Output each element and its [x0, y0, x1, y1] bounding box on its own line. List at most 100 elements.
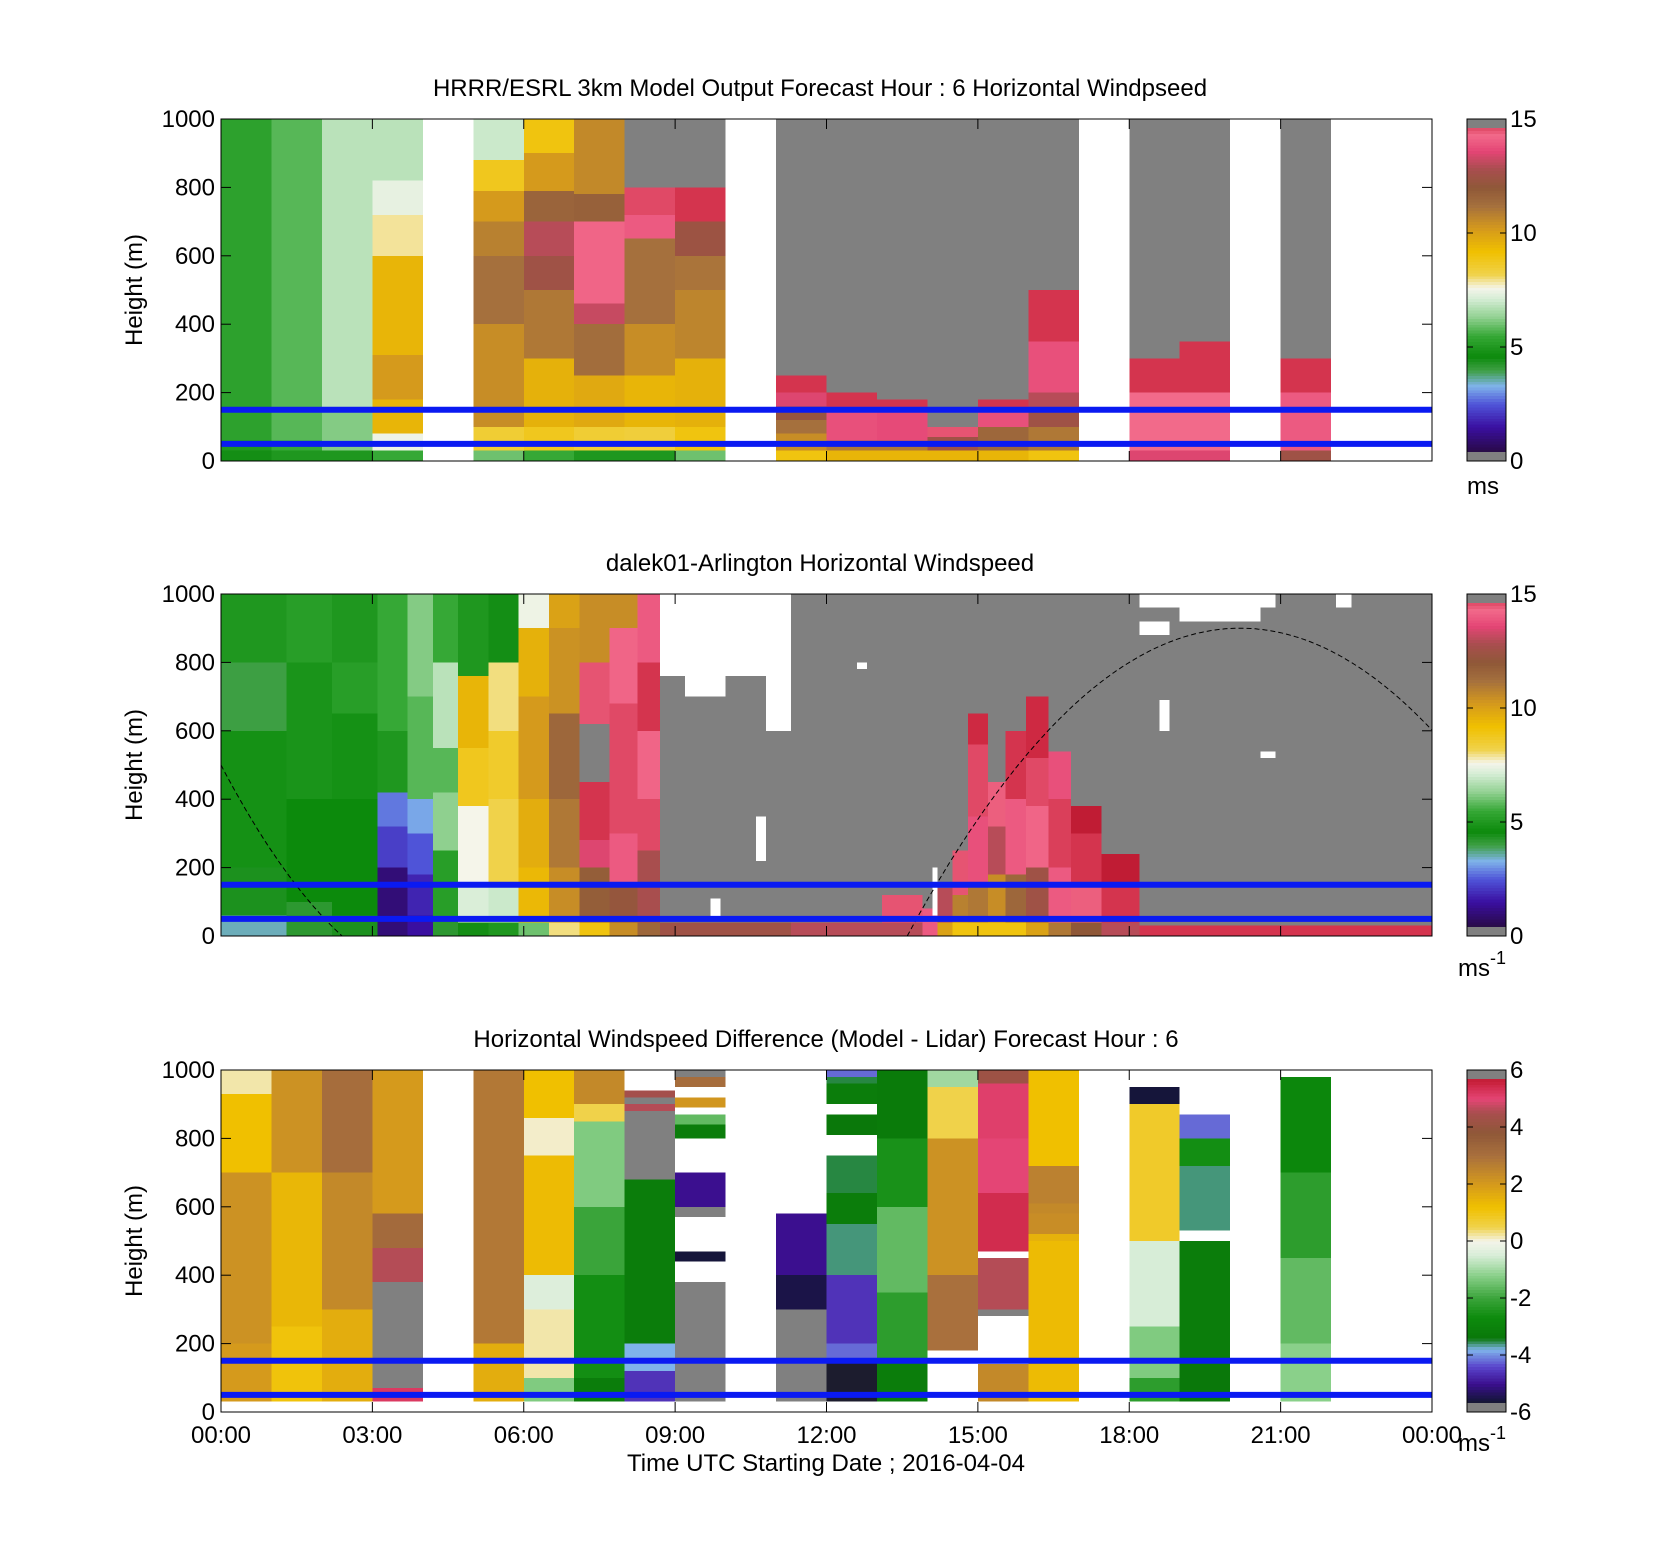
panel-model-colorbar-unit: ms	[1467, 473, 1499, 500]
y-tick-label: 400	[175, 786, 215, 813]
colorbar-swatch	[1467, 716, 1506, 720]
colorbar-swatch	[1467, 790, 1506, 795]
heatmap-cell	[473, 160, 524, 191]
colorbar-swatch	[1467, 1260, 1506, 1265]
colorbar-swatch	[1467, 631, 1506, 635]
colorbar-swatch	[1467, 1186, 1506, 1191]
colorbar-swatch	[1467, 284, 1506, 288]
colorbar-swatch	[1467, 1280, 1506, 1285]
x-tick-label: 21:00	[1251, 1422, 1311, 1449]
colorbar-swatch	[1467, 309, 1506, 314]
heatmap-cell	[659, 922, 792, 936]
heatmap-cell	[518, 594, 549, 629]
colorbar-swatch	[1467, 167, 1506, 171]
heatmap-cell	[791, 922, 883, 936]
heatmap-cell	[332, 713, 378, 800]
colorbar-swatch	[1467, 782, 1506, 786]
colorbar-swatch	[1467, 1258, 1506, 1262]
colorbar-swatch	[1467, 190, 1506, 194]
heatmap-cell	[776, 450, 827, 461]
colorbar-swatch	[1467, 1089, 1506, 1094]
heatmap-cell	[548, 713, 580, 800]
x-tick-label: 15:00	[948, 1422, 1008, 1449]
colorbar-swatch	[1467, 804, 1506, 809]
colorbar-swatch	[1467, 856, 1506, 860]
colorbar-swatch	[1467, 181, 1506, 186]
colorbar-swatch	[1467, 1201, 1506, 1205]
colorbar-swatch	[1467, 870, 1506, 874]
heatmap-cell	[1179, 1114, 1231, 1139]
colorbar-swatch	[1467, 193, 1506, 197]
heatmap-cell	[1048, 799, 1072, 868]
y-tick-label: 200	[175, 855, 215, 882]
heatmap-cell	[876, 399, 928, 410]
heatmap-cell	[776, 1275, 827, 1310]
colorbar-swatch	[1467, 759, 1506, 763]
colorbar-swatch	[1467, 361, 1506, 365]
colorbar-swatch	[1467, 127, 1506, 131]
heatmap-cell	[776, 419, 827, 434]
colorbar-swatch	[1467, 1164, 1506, 1168]
y-tick-label: 800	[175, 649, 215, 676]
panel-model-colorbar: 0 5 10 15	[1466, 106, 1537, 475]
colorbar-swatch	[1467, 1109, 1506, 1114]
heatmap-cell	[574, 1070, 625, 1105]
heatmap-cell	[574, 1206, 625, 1276]
heatmap-cell	[332, 594, 378, 663]
colorbar-swatch	[1467, 432, 1506, 436]
heatmap-cell	[1129, 1326, 1180, 1378]
heatmap-cell	[523, 255, 575, 290]
x-tick-label: 09:00	[645, 1422, 705, 1449]
colorbar-swatch	[1467, 619, 1506, 624]
colorbar-swatch	[1467, 1372, 1506, 1376]
colorbar-swatch	[1467, 318, 1506, 322]
colorbar-swatch	[1467, 910, 1506, 914]
heatmap-cell	[1179, 1165, 1231, 1231]
colorbar-swatch	[1467, 449, 1506, 454]
heatmap-cell	[1280, 119, 1332, 359]
heatmap-cell	[574, 1121, 625, 1207]
heatmap-cell	[372, 1070, 423, 1214]
heatmap-cell	[523, 358, 575, 427]
heatmap-cell	[876, 1138, 928, 1207]
colorbar-swatch	[1467, 1263, 1506, 1268]
heatmap-cell	[967, 744, 988, 817]
colorbar-swatch	[1467, 327, 1506, 331]
heatmap-cell	[271, 119, 322, 441]
colorbar-swatch	[1467, 1129, 1506, 1134]
heatmap-cell	[675, 119, 726, 188]
colorbar-swatch	[1467, 184, 1506, 188]
colorbar-swatch	[1467, 653, 1506, 658]
heatmap-cell	[977, 1138, 1029, 1194]
heatmap-cell	[1280, 1258, 1332, 1344]
missing-data-cell	[1260, 751, 1276, 759]
heatmap-cell	[977, 1309, 1029, 1317]
colorbar-swatch	[1467, 1343, 1506, 1348]
colorbar-swatch	[1467, 233, 1506, 237]
colorbar-swatch	[1467, 215, 1506, 220]
colorbar-swatch	[1467, 776, 1506, 780]
heatmap-cell	[377, 792, 408, 827]
colorbar-swatch	[1467, 158, 1506, 163]
heatmap-cell	[1101, 594, 1140, 854]
panel-lidar-heatmap	[221, 594, 1432, 936]
heatmap-cell	[675, 290, 726, 359]
heatmap-cell	[574, 221, 625, 304]
heatmap-cell	[523, 190, 575, 222]
heatmap-cell	[987, 782, 1006, 827]
colorbar-swatch	[1467, 901, 1506, 906]
heatmap-cell	[826, 1223, 877, 1276]
heatmap-cell	[523, 426, 575, 451]
heatmap-cell	[1280, 1172, 1332, 1259]
colorbar-swatch	[1467, 1357, 1506, 1362]
colorbar-swatch	[1467, 1078, 1506, 1082]
heatmap-cell	[675, 187, 726, 222]
colorbar-swatch	[1467, 1181, 1506, 1185]
heatmap-cell	[675, 450, 726, 461]
heatmap-cell	[1028, 1165, 1079, 1204]
heatmap-cell	[624, 187, 676, 215]
heatmap-cell	[574, 450, 625, 461]
heatmap-cell	[321, 1070, 373, 1173]
heatmap-cell	[1028, 1234, 1079, 1241]
